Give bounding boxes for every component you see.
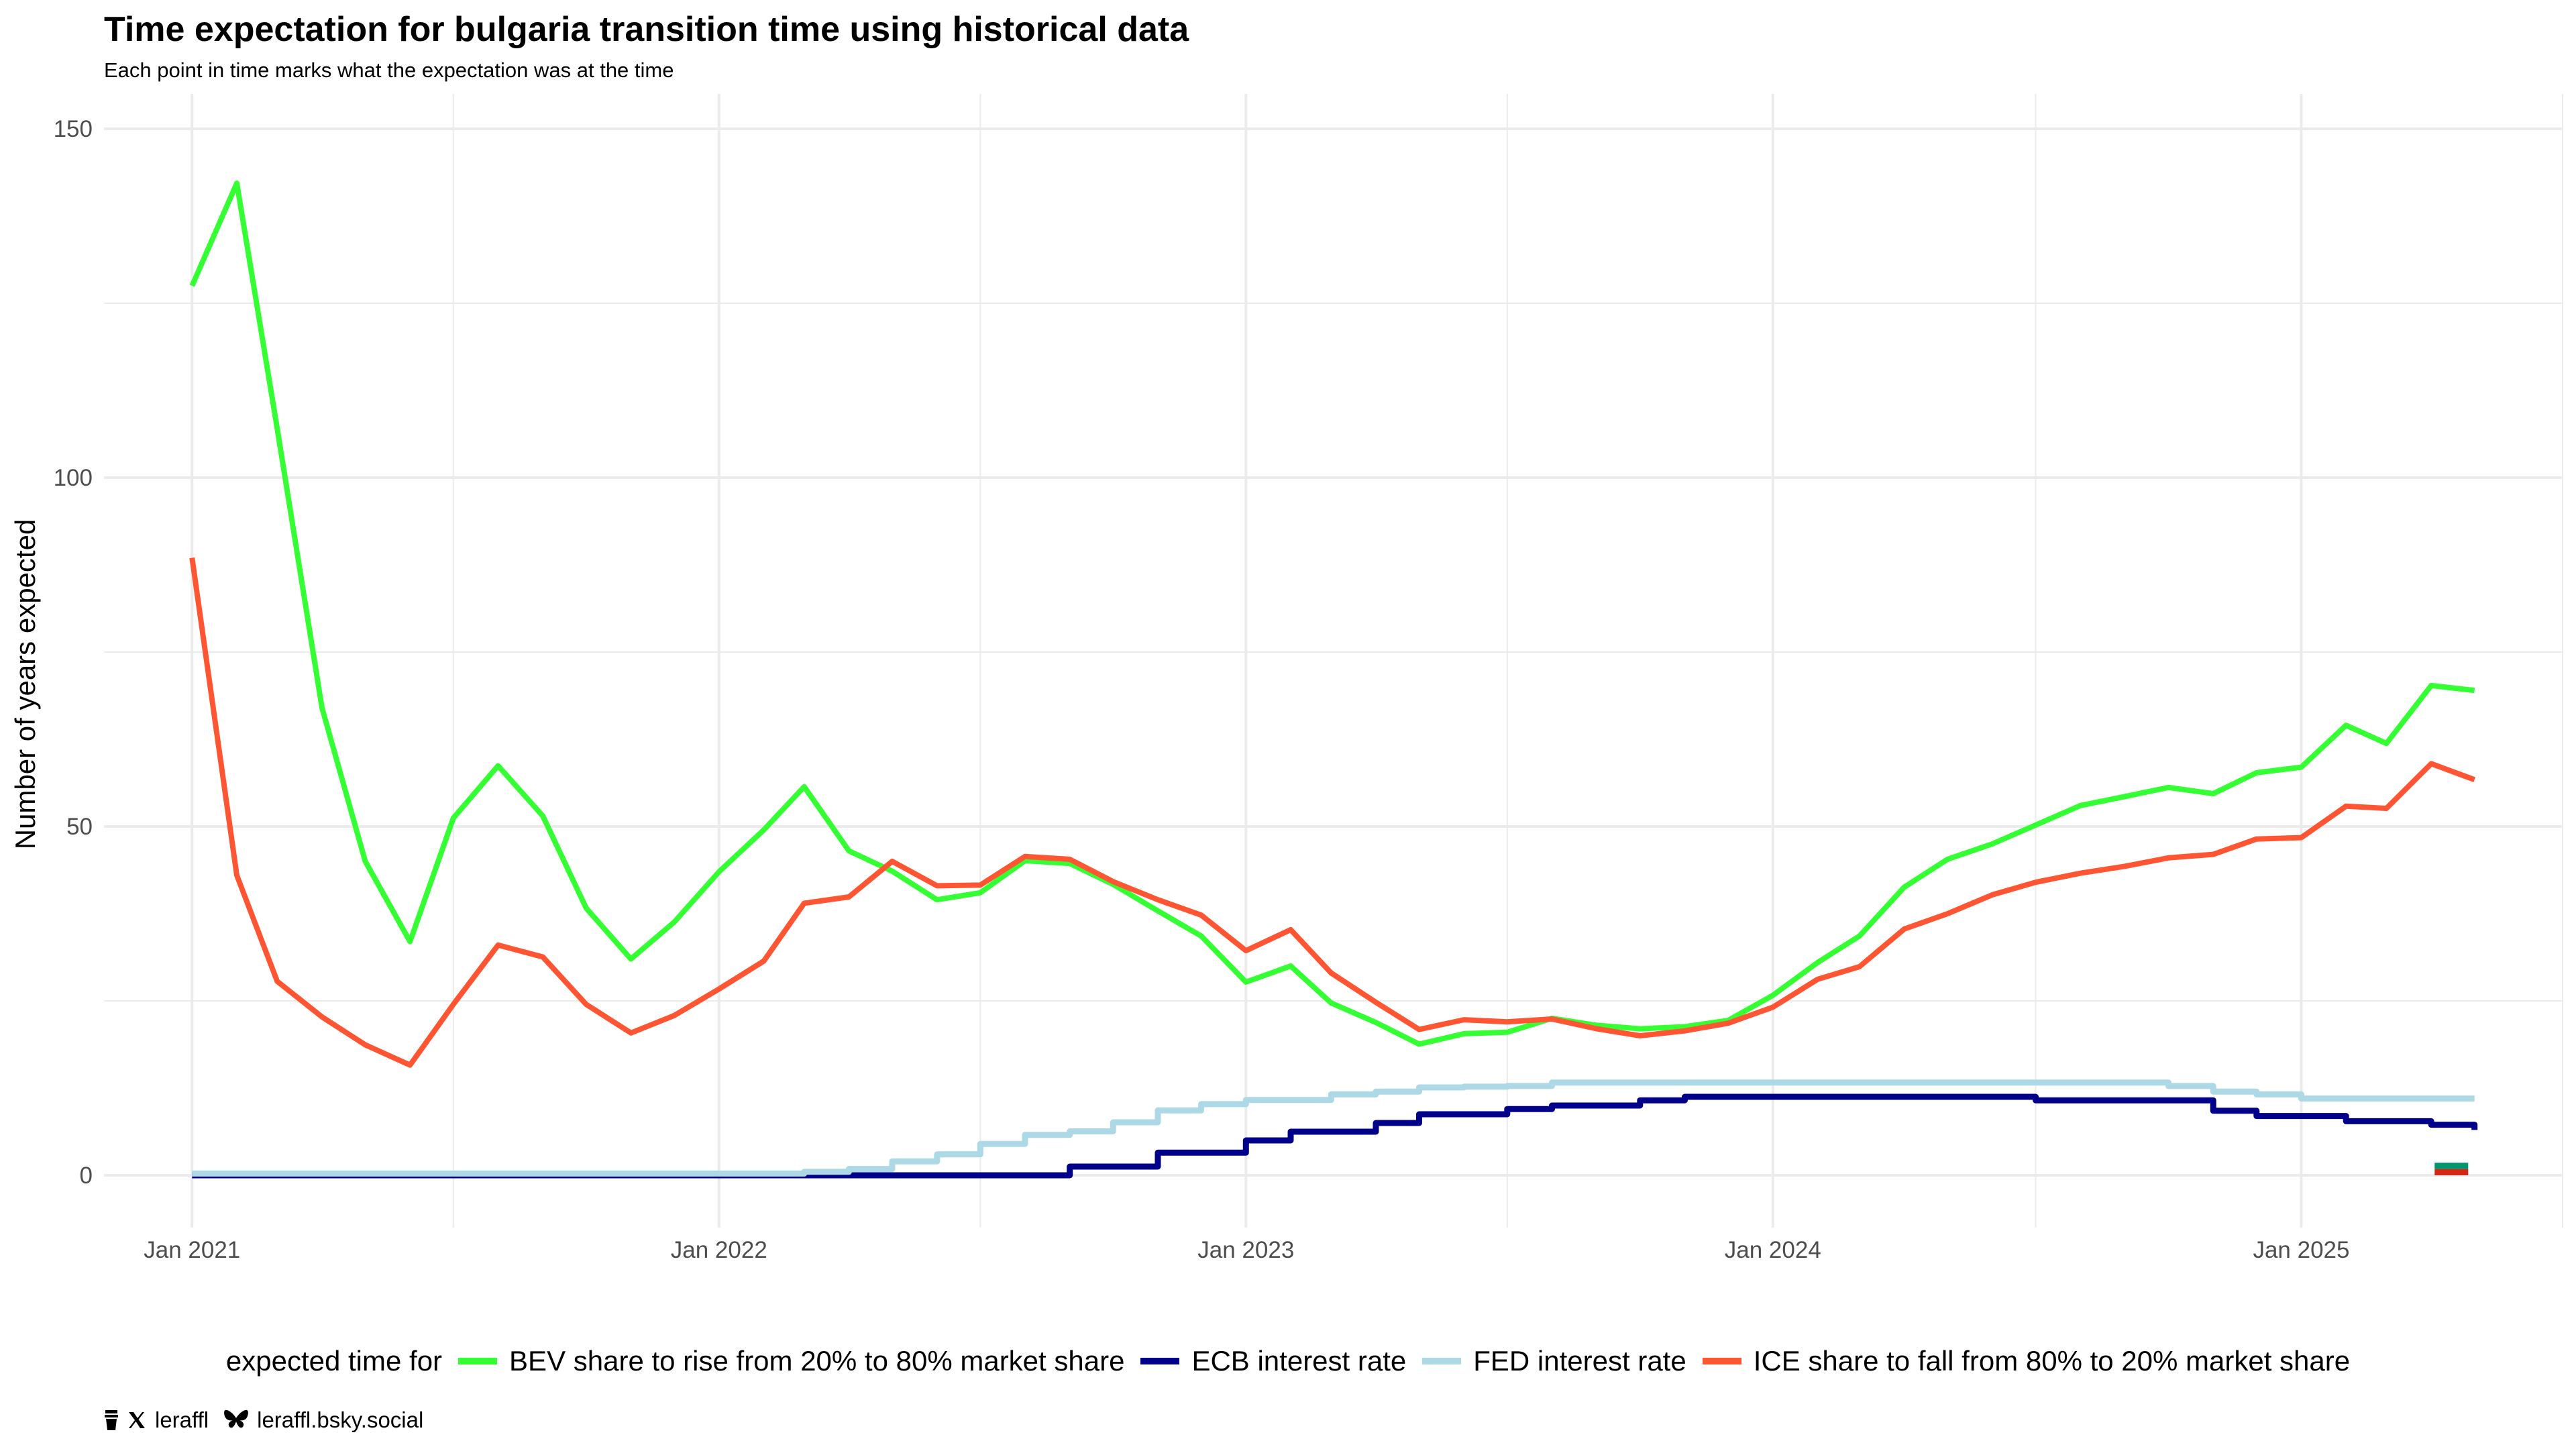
legend-item-fed: FED interest rate <box>1422 1345 1686 1377</box>
x-twitter-icon <box>127 1410 147 1430</box>
flag-marker <box>2434 1163 2469 1175</box>
flag-stripe-red <box>2434 1169 2469 1175</box>
legend-title: expected time for <box>225 1345 443 1377</box>
legend-label-bev: BEV share to rise from 20% to 80% market… <box>509 1345 1125 1377</box>
coffee-icon <box>104 1410 119 1430</box>
series-line-1 <box>192 1093 2478 1179</box>
bluesky-butterfly-icon <box>223 1409 249 1431</box>
line-chart: Jan 2021 Jan 2022 Jan 2023 Jan 2024 Jan 2025… <box>9 94 2563 1263</box>
x-tick-label: Jan 2021 <box>144 1237 240 1263</box>
flag-stripe-green <box>2434 1163 2469 1169</box>
chart-title: Time expectation for bulgaria transition… <box>104 10 1189 49</box>
x-tick-label: Jan 2024 <box>1725 1237 1821 1263</box>
x-tick-label: Jan 2022 <box>671 1237 767 1263</box>
y-tick-label: 100 <box>54 465 93 491</box>
series-line-3 <box>189 557 2476 1068</box>
legend-key-ice <box>1702 1358 1741 1364</box>
series-line-0 <box>189 180 2475 1047</box>
chart-subtitle: Each point in time marks what the expect… <box>104 58 674 82</box>
y-tick-label: 150 <box>54 116 93 142</box>
x-tick-label: Jan 2023 <box>1197 1237 1294 1263</box>
footer: leraffl leraffl.bsky.social <box>104 1407 438 1433</box>
legend-item-ice: ICE share to fall from 80% to 20% market… <box>1702 1345 2351 1377</box>
y-tick-label: 50 <box>66 814 93 840</box>
series-lines <box>189 180 2478 1179</box>
legend-key-bev <box>458 1358 498 1364</box>
x-tick-label: Jan 2025 <box>2253 1237 2349 1263</box>
y-axis-label: Number of years expected <box>9 519 41 850</box>
legend-item-bev: BEV share to rise from 20% to 80% market… <box>458 1345 1124 1377</box>
legend-label-ice: ICE share to fall from 80% to 20% market… <box>1753 1345 2351 1377</box>
legend-label-ecb: ECB interest rate <box>1191 1345 1407 1377</box>
legend: expected time for BEV share to rise from… <box>0 1345 2576 1377</box>
axis-ticks: Jan 2021 Jan 2022 Jan 2023 Jan 2024 Jan 2025… <box>54 116 2350 1263</box>
footer-handle: leraffl <box>155 1407 209 1432</box>
y-tick-label: 0 <box>80 1163 93 1189</box>
grid-lines <box>104 94 2563 1228</box>
footer-bsky: leraffl.bsky.social <box>257 1407 424 1432</box>
series-line-2 <box>192 1079 2475 1177</box>
legend-key-fed <box>1422 1358 1462 1364</box>
legend-key-ecb <box>1140 1358 1180 1364</box>
legend-label-fed: FED interest rate <box>1473 1345 1686 1377</box>
legend-item-ecb: ECB interest rate <box>1140 1345 1406 1377</box>
